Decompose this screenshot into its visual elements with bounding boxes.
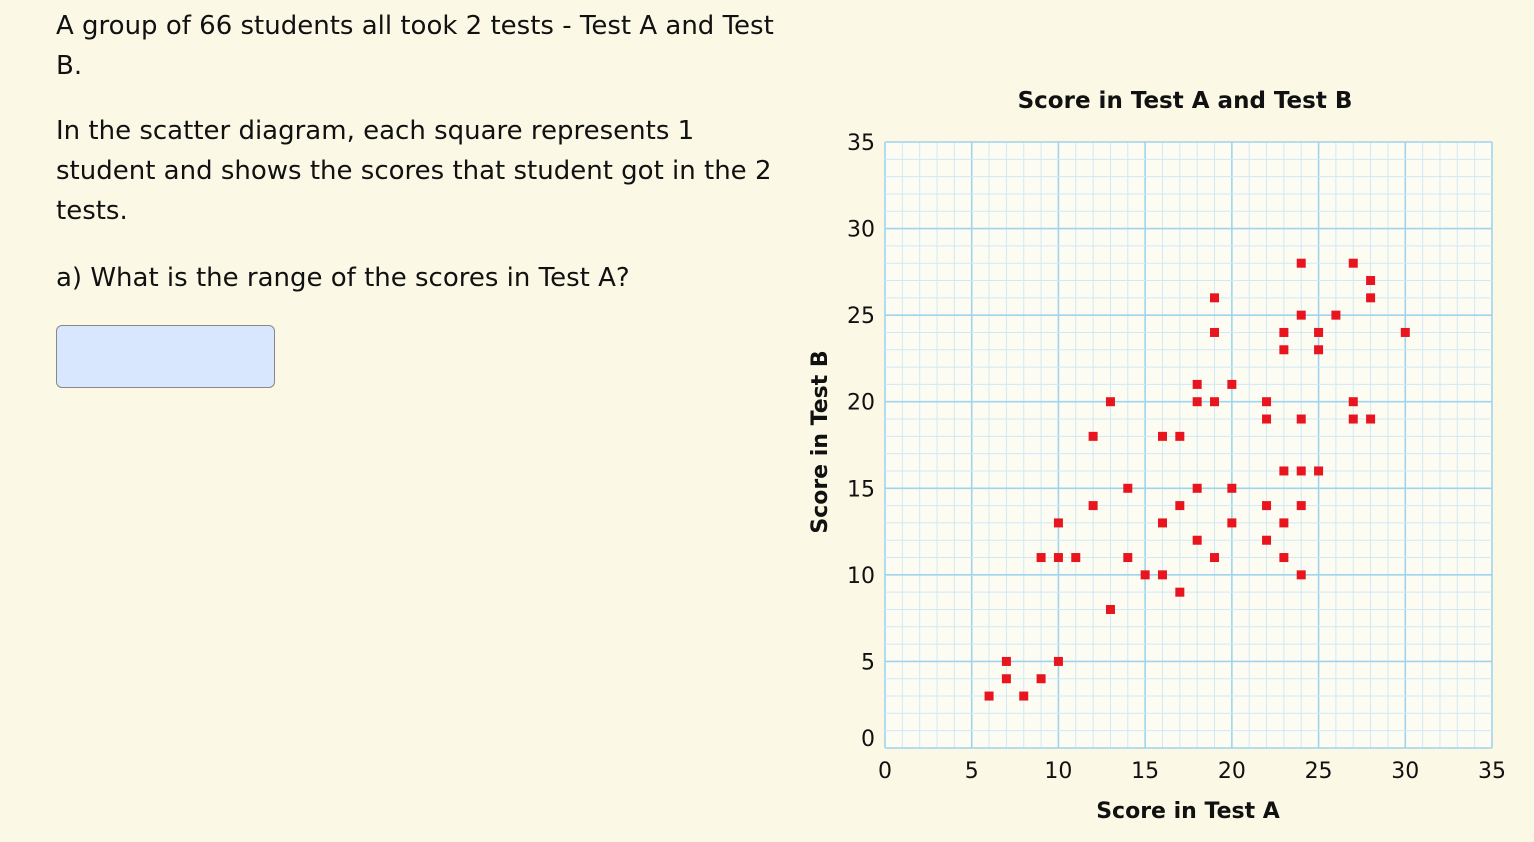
data-point [1157, 431, 1167, 441]
x-tick-label: 5 [965, 759, 979, 784]
data-point [1175, 431, 1185, 441]
data-point [984, 691, 994, 701]
data-point [1366, 414, 1376, 424]
data-point [1331, 310, 1341, 320]
data-point [1279, 345, 1289, 355]
data-point [1262, 397, 1272, 407]
data-point [1036, 553, 1046, 563]
question-part-a: a) What is the range of the scores in Te… [56, 263, 630, 293]
data-point [1192, 379, 1202, 389]
data-point [1001, 674, 1011, 684]
data-point [1279, 518, 1289, 528]
y-tick-label: 10 [847, 564, 875, 589]
data-point [1262, 501, 1272, 511]
data-point [1314, 327, 1324, 337]
data-point [1262, 535, 1272, 545]
data-point [1296, 570, 1306, 580]
data-point [1400, 327, 1410, 337]
data-point [1279, 553, 1289, 563]
data-point [1366, 276, 1376, 286]
data-point [1192, 483, 1202, 493]
x-tick-label: 0 [878, 759, 892, 784]
data-point [1366, 293, 1376, 303]
data-point [1105, 604, 1115, 614]
data-point [1019, 691, 1029, 701]
data-point [1071, 553, 1081, 563]
data-point [1036, 674, 1046, 684]
data-point [1227, 518, 1237, 528]
x-tick-label: 20 [1218, 759, 1246, 784]
data-point [1140, 570, 1150, 580]
question-intro: A group of 66 students all took 2 tests … [56, 11, 774, 81]
x-tick-label: 25 [1305, 759, 1333, 784]
y-tick-label: 5 [861, 650, 875, 675]
data-point [1210, 293, 1220, 303]
data-point [1210, 553, 1220, 563]
y-tick-label: 20 [847, 391, 875, 416]
data-point [1053, 553, 1063, 563]
data-point [1279, 466, 1289, 476]
x-tick-label: 30 [1391, 759, 1419, 784]
data-point [1296, 310, 1306, 320]
data-point [1262, 414, 1272, 424]
scatter-chart: Score in Test A and Test B 0 5 10 15 20 25 30 3… [808, 88, 1506, 824]
y-axis-label: Score in Test B [808, 350, 833, 533]
data-point [1210, 327, 1220, 337]
x-tick-label: 35 [1478, 759, 1506, 784]
y-tick-label: 30 [847, 218, 875, 243]
data-point [1105, 397, 1115, 407]
data-point [1192, 397, 1202, 407]
question-description: In the scatter diagram, each square repr… [56, 116, 772, 226]
y-tick-label: 35 [847, 131, 875, 156]
data-point [1279, 327, 1289, 337]
data-point [1227, 379, 1237, 389]
x-tick-label: 10 [1044, 759, 1072, 784]
plot-area [885, 142, 1492, 748]
data-point [1053, 656, 1063, 666]
data-point [1123, 483, 1133, 493]
data-point [1210, 397, 1220, 407]
chart-title: Score in Test A and Test B [1018, 88, 1353, 114]
data-points [984, 258, 1410, 701]
y-tick-label: 25 [847, 304, 875, 329]
y-tick-label: 0 [861, 727, 875, 752]
chart-grid [884, 141, 1493, 749]
x-tick-label: 15 [1131, 759, 1159, 784]
answer-input[interactable] [56, 325, 275, 388]
data-point [1088, 431, 1098, 441]
data-point [1348, 397, 1358, 407]
axis-tick-labels: 0 5 10 15 20 25 30 35 0 5 10 15 20 25 30 35 [847, 131, 1506, 784]
data-point [1296, 466, 1306, 476]
data-point [1296, 258, 1306, 268]
data-point [1192, 535, 1202, 545]
data-point [1348, 258, 1358, 268]
data-point [1175, 501, 1185, 511]
data-point [1157, 570, 1167, 580]
y-tick-label: 15 [847, 477, 875, 502]
data-point [1123, 553, 1133, 563]
data-point [1157, 518, 1167, 528]
data-point [1296, 414, 1306, 424]
data-point [1348, 414, 1358, 424]
data-point [1314, 466, 1324, 476]
data-point [1053, 518, 1063, 528]
x-axis-label: Score in Test A [1096, 799, 1280, 824]
data-point [1088, 501, 1098, 511]
data-point [1175, 587, 1185, 597]
data-point [1001, 656, 1011, 666]
data-point [1227, 483, 1237, 493]
data-point [1296, 501, 1306, 511]
data-point [1314, 345, 1324, 355]
